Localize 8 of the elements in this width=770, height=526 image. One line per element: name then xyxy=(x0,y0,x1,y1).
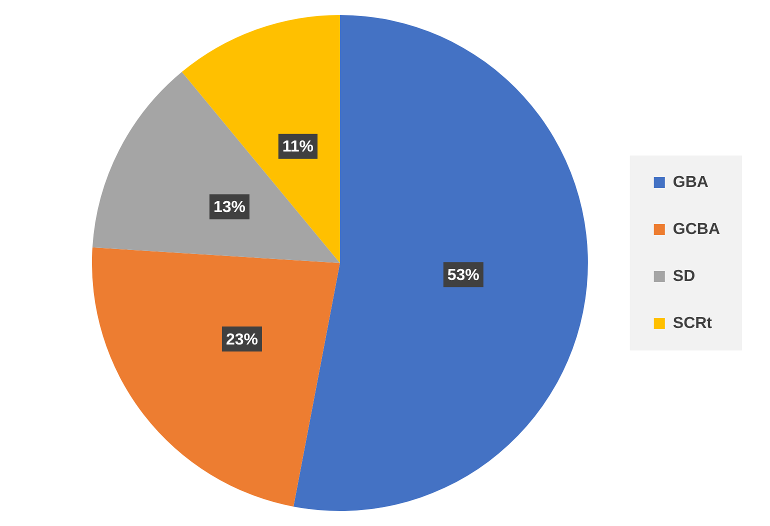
data-label: 13% xyxy=(213,199,246,216)
legend-label: GCBA xyxy=(672,220,720,238)
data-label: 23% xyxy=(226,331,258,348)
legend-label: SD xyxy=(672,268,696,285)
legend-label: GBA xyxy=(672,174,709,191)
legend-label: SCRt xyxy=(672,314,713,332)
data-label: 11% xyxy=(282,138,314,156)
data-label: 53% xyxy=(447,267,480,284)
